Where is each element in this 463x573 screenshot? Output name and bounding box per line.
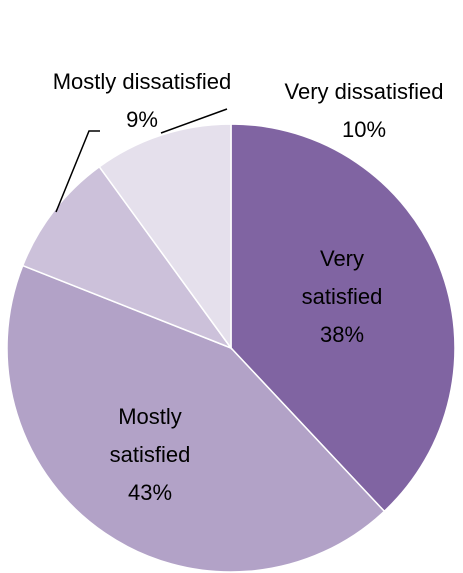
leader-line-very-dissatisfied	[160, 108, 228, 134]
data-label-line: 10%	[342, 117, 386, 142]
data-label-very-dissatisfied: Very dissatisfied 10%	[285, 79, 444, 142]
data-label-line: 9%	[126, 107, 158, 132]
leader-line-mostly-dissatisfied	[55, 130, 100, 213]
pie-slice-mostly-satisfied	[6, 264, 386, 573]
data-label-line: Mostly dissatisfied	[53, 69, 232, 94]
pie-slice-very-dissatisfied	[98, 123, 232, 351]
data-label-line: satisfied	[302, 284, 383, 309]
pie-slice-mostly-dissatisfied	[21, 165, 234, 350]
data-label-line: 38%	[320, 322, 364, 347]
pie-slice-very-satisfied	[230, 123, 456, 513]
data-label-mostly-dissatisfied: Mostly dissatisfied 9%	[53, 69, 232, 132]
data-label-line: Very	[320, 246, 364, 271]
data-label-very-satisfied: Very satisfied 38%	[302, 246, 383, 347]
data-label-mostly-satisfied: Mostly satisfied 43%	[110, 404, 191, 505]
data-label-line: satisfied	[110, 442, 191, 467]
data-label-line: 43%	[128, 480, 172, 505]
data-label-line: Very dissatisfied	[285, 79, 444, 104]
data-label-line: Mostly	[118, 404, 182, 429]
